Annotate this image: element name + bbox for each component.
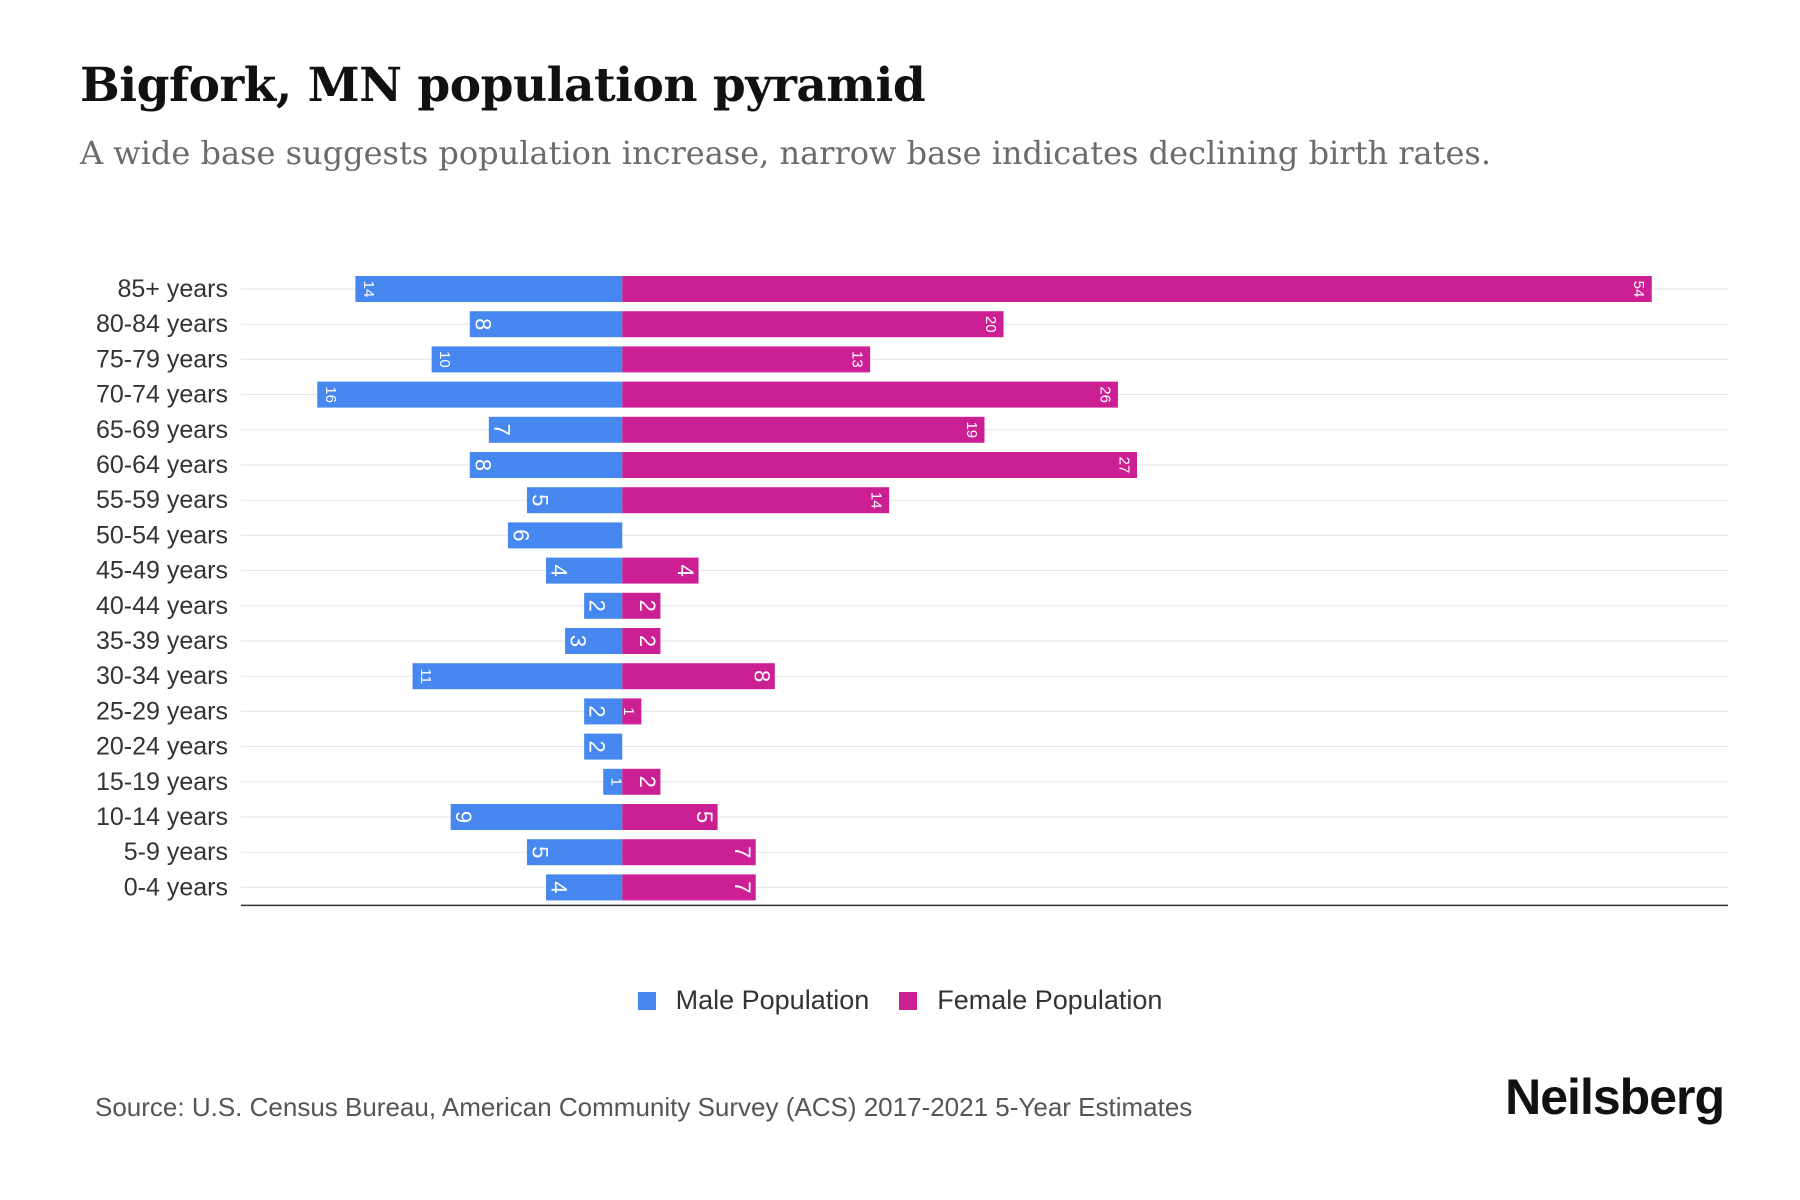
bar-male: [584, 698, 623, 725]
data-label-female: 4: [673, 564, 698, 576]
data-label-female: 14: [868, 492, 885, 509]
bar-male: [488, 416, 623, 443]
tick-label: 35-39 years: [96, 627, 228, 655]
data-label-male: 14: [360, 281, 377, 298]
bar-female: [622, 628, 661, 654]
data-label-female: 1: [620, 707, 637, 715]
data-label-female: 8: [749, 670, 774, 682]
bar-female: [622, 874, 756, 901]
bar-male: [526, 487, 623, 514]
data-label-female: 2: [635, 600, 660, 612]
bar-female: [622, 804, 718, 830]
bar-male: [431, 346, 623, 373]
bar-female: [622, 452, 1138, 478]
bar-female: [622, 381, 1118, 408]
tick-label: 85+ years: [118, 275, 229, 303]
tick-label: 10-14 years: [96, 803, 228, 831]
data-label-male: 8: [470, 459, 495, 471]
tick-label: 5-9 years: [124, 838, 228, 866]
tick-label: 70-74 years: [96, 381, 228, 409]
bar-male: [584, 733, 623, 760]
data-label-female: 27: [1116, 457, 1133, 474]
tick-label: 45-49 years: [96, 557, 228, 585]
data-label-male: 6: [508, 529, 533, 541]
tick-label: 65-69 years: [96, 416, 228, 444]
data-label-male: 9: [451, 811, 476, 823]
data-label-male: 7: [489, 424, 514, 436]
bar-male: [565, 628, 623, 654]
chart-subtitle: A wide base suggests population increase…: [80, 134, 1491, 172]
bar-female: [622, 839, 756, 866]
chart-legend: Male Population Female Population: [0, 985, 1800, 1016]
bar-male: [412, 663, 623, 690]
legend-item-female: Female Population: [899, 985, 1162, 1016]
tick-label: 20-24 years: [96, 733, 228, 761]
bar-female: [622, 557, 699, 584]
bar-male: [469, 452, 623, 478]
bar-male: [546, 557, 623, 584]
data-label-female: 26: [1096, 386, 1113, 403]
data-label-female: 19: [963, 421, 980, 438]
data-label-male: 10: [436, 351, 453, 368]
data-label-male: 2: [585, 600, 610, 612]
bar-female: [622, 346, 871, 373]
source-note: Source: U.S. Census Bureau, American Com…: [95, 1092, 1193, 1122]
tick-label: 75-79 years: [96, 345, 228, 373]
legend-item-male: Male Population: [637, 985, 870, 1016]
legend-swatch-female: [899, 991, 918, 1010]
tick-label: 50-54 years: [96, 521, 228, 549]
data-label-male: 5: [527, 846, 552, 858]
data-label-male: 3: [566, 635, 591, 647]
legend-label-male: Male Population: [675, 985, 870, 1015]
tick-label: 40-44 years: [96, 592, 228, 620]
data-label-female: 7: [730, 846, 755, 858]
tick-label: 80-84 years: [96, 310, 228, 338]
brand-logo: Neilsberg: [1505, 1069, 1725, 1125]
data-label-female: 13: [849, 351, 866, 368]
bar-male: [584, 592, 623, 619]
data-label-female: 54: [1630, 281, 1647, 298]
bar-female: [622, 768, 661, 795]
data-label-male: 4: [547, 564, 572, 576]
tick-label: 15-19 years: [96, 768, 228, 796]
bar-male: [469, 311, 623, 338]
tick-label: 0-4 years: [124, 873, 228, 901]
tick-label: 55-59 years: [96, 486, 228, 514]
data-label-male: 2: [585, 740, 610, 752]
data-label-female: 7: [730, 881, 755, 893]
data-label-female: 2: [635, 776, 660, 788]
population-pyramid-chart: 85+ years 80-84 years 75-79 years 70-74 yea…: [96, 275, 1728, 907]
bar-female: [622, 663, 775, 690]
tick-label: 60-64 years: [96, 451, 228, 479]
data-label-female: 20: [982, 316, 999, 333]
bar-male: [546, 874, 623, 901]
bar-male: [526, 839, 623, 866]
bar-female: [622, 487, 890, 514]
tick-label: 25-29 years: [96, 697, 228, 725]
data-label-male: 16: [322, 386, 339, 403]
legend-swatch-male: [637, 991, 656, 1010]
bar-female: [622, 592, 661, 619]
data-label-female: 5: [692, 811, 717, 823]
bar-male: [603, 768, 623, 795]
bar-female: [622, 311, 1004, 338]
data-label-male: 2: [585, 705, 610, 717]
bar-female: [622, 276, 1652, 302]
data-label-male: 11: [417, 668, 434, 684]
bar-male: [355, 276, 623, 302]
bar-male: [317, 381, 623, 408]
bar-male: [450, 804, 623, 830]
data-label-male: 5: [527, 494, 552, 506]
chart-title: Bigfork, MN population pyramid: [80, 58, 926, 113]
data-label-male: 8: [470, 318, 495, 330]
bar-male: [507, 522, 623, 549]
data-label-female: 2: [635, 635, 660, 647]
data-label-male: 1: [608, 778, 625, 786]
data-label-male: 4: [547, 881, 572, 893]
bar-female: [622, 698, 642, 725]
legend-label-female: Female Population: [937, 985, 1163, 1015]
bar-female: [622, 416, 985, 443]
tick-label: 30-34 years: [96, 662, 228, 690]
